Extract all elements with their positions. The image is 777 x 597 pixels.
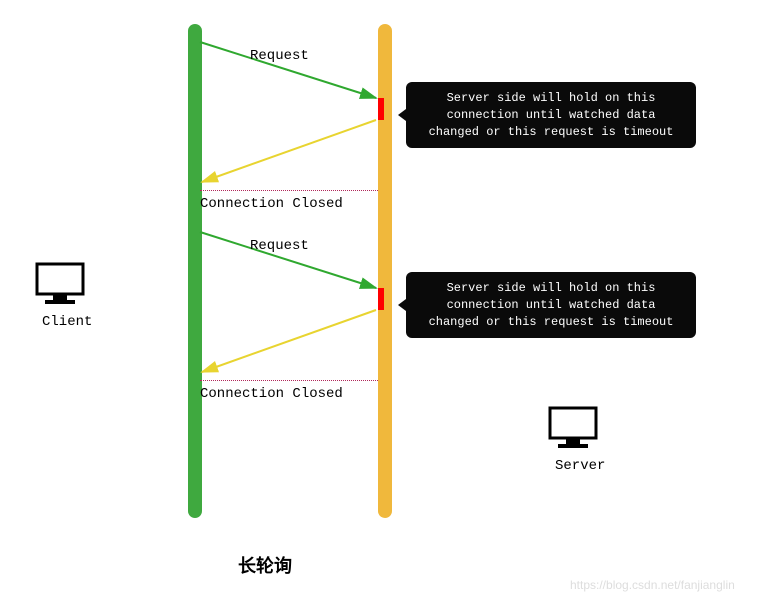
note-text: Server side will hold on thisconnection …: [429, 281, 674, 329]
diagram-title: 长轮询: [238, 552, 292, 578]
response-line-2: [202, 310, 376, 372]
request-label: Request: [250, 238, 309, 254]
note-text: Server side will hold on thisconnection …: [429, 91, 674, 139]
monitor-icon: [548, 406, 598, 450]
client-lifeline: [188, 24, 202, 518]
closed-label: Connection Closed: [200, 386, 343, 402]
hold-marker: [378, 98, 384, 120]
server-note: Server side will hold on thisconnection …: [406, 82, 696, 148]
watermark: https://blog.csdn.net/fanjianglin: [570, 578, 735, 592]
closed-divider: [200, 190, 378, 191]
server-note: Server side will hold on thisconnection …: [406, 272, 696, 338]
hold-marker: [378, 288, 384, 310]
client-monitor-svg: [35, 262, 85, 306]
server-monitor-svg: [548, 406, 598, 450]
closed-label: Connection Closed: [200, 196, 343, 212]
client-label: Client: [42, 314, 92, 330]
closed-divider: [200, 380, 378, 381]
server-label: Server: [555, 458, 605, 474]
response-line-1: [202, 120, 376, 182]
request-label: Request: [250, 48, 309, 64]
monitor-icon: [35, 262, 85, 306]
